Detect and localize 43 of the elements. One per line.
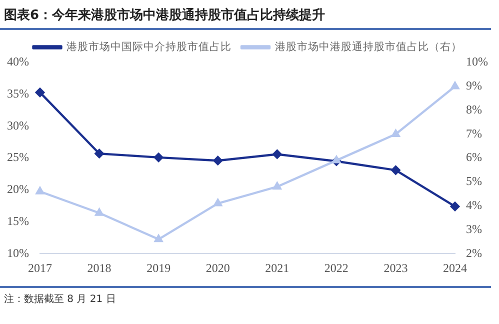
y-tick-label: 40% [6, 54, 29, 69]
point [154, 234, 163, 242]
y2-tick-label: 2% [466, 246, 482, 260]
x-tick-label: 2018 [87, 260, 112, 275]
y-tick-label: 30% [6, 118, 29, 132]
x-tick-label: 2021 [265, 260, 290, 275]
point [450, 82, 460, 90]
point [36, 186, 44, 194]
y2-tick-label: 5% [466, 174, 482, 188]
y2-tick-label: 8% [466, 102, 482, 116]
legend-label: 港股市场中港股通持股市值占比（右） [274, 40, 462, 53]
point [392, 130, 400, 138]
point [332, 156, 341, 164]
y-tick-label: 20% [6, 182, 29, 196]
y-tick-label: 10% [6, 246, 29, 260]
point [391, 166, 400, 175]
y2-tick-label: 10% [466, 54, 488, 69]
y2-tick-label: 3% [466, 222, 482, 236]
x-tick-label: 2019 [146, 260, 171, 275]
y-tick-label: 15% [6, 214, 29, 228]
y-tick-label: 25% [6, 150, 29, 164]
y2-tick-label: 7% [466, 126, 482, 140]
y2-tick-label: 9% [466, 78, 482, 93]
point [154, 152, 164, 162]
point [450, 202, 460, 212]
point [272, 150, 282, 159]
x-tick-label: 2024 [443, 260, 468, 275]
legend-label: 港股市场中国际中介持股市值占比 [66, 40, 232, 53]
point [95, 208, 104, 216]
point [35, 88, 45, 98]
x-tick-label: 2017 [28, 260, 52, 275]
y-tick-label: 35% [6, 86, 29, 101]
y2-tick-label: 6% [466, 150, 482, 164]
y2-tick-label: 4% [466, 198, 482, 212]
point [214, 198, 222, 206]
text: 注：数据截至 8 月 21 日 [4, 292, 117, 306]
point [213, 156, 222, 166]
chart-title: 图表6：今年来港股市场中港股通持股市值占比持续提升 [0, 0, 491, 30]
x-tick-label: 2023 [384, 260, 408, 275]
point [273, 182, 282, 190]
x-tick-label: 2022 [324, 260, 348, 275]
point [94, 148, 104, 158]
x-tick-label: 2020 [206, 260, 230, 275]
